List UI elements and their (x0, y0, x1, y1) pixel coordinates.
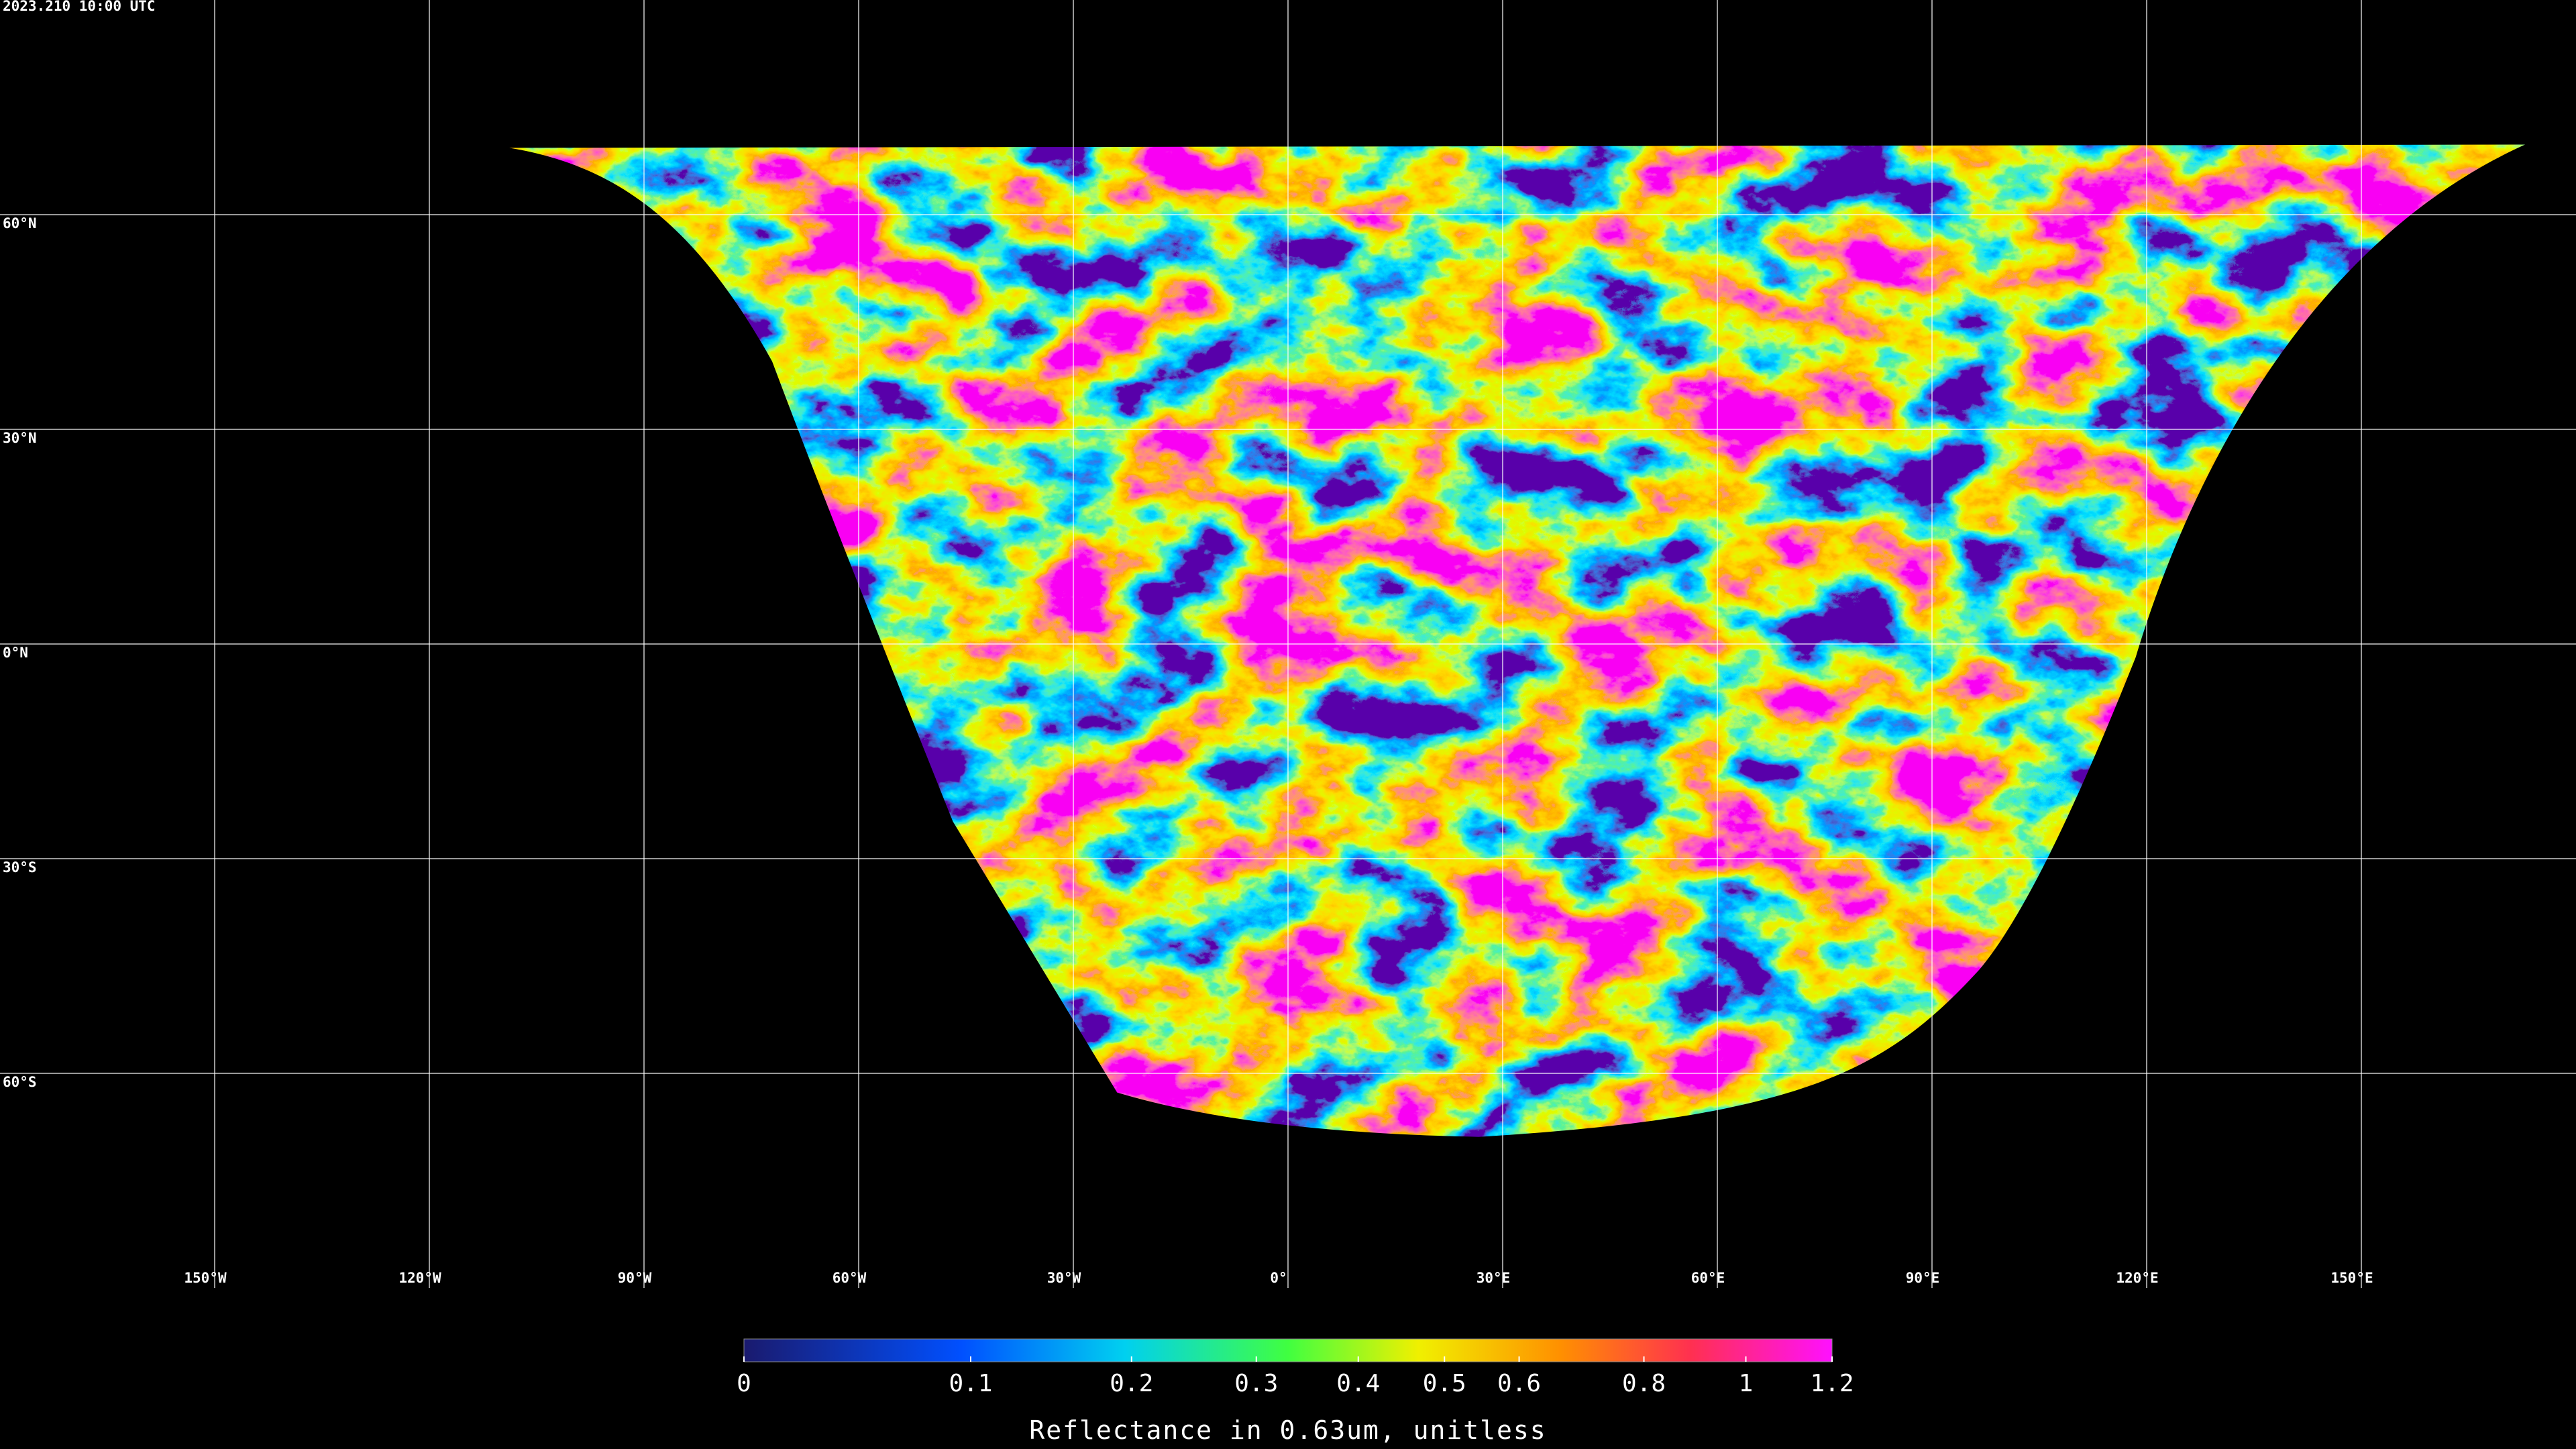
colorbar-tick-label: 1 (1739, 1370, 1754, 1397)
colorbar-tick-label: 0.8 (1622, 1370, 1666, 1397)
graticule: 60°N 30°N 0°N 30°S 60°S 150°W 120°W 90°W 60°W 30°… (0, 0, 2576, 1288)
colorbar-tick-label: 0.5 (1423, 1370, 1466, 1397)
colorbar-tick-label: 0.4 (1336, 1370, 1380, 1397)
timestamp: 2023.210 10:00 UTC (3, 0, 156, 14)
lon-label: 90°E (1906, 1270, 1940, 1286)
lat-label: 30°N (3, 430, 37, 446)
lon-label: 150°E (2330, 1270, 2373, 1286)
lat-label: 30°S (3, 859, 37, 875)
lat-label: 0°N (3, 645, 28, 661)
lat-label: 60°S (3, 1074, 37, 1090)
colorbar-tick-label: 0.2 (1110, 1370, 1153, 1397)
colorbar-label: Reflectance in 0.63um, unitless (1029, 1415, 1546, 1445)
lon-label: 120°W (398, 1270, 441, 1286)
lat-label: 60°N (3, 215, 37, 231)
colorbar-tick-label: 1.2 (1810, 1370, 1854, 1397)
lon-label: 30°W (1047, 1270, 1081, 1286)
colorbar-tick-label: 0.1 (949, 1370, 992, 1397)
lon-label: 150°W (184, 1270, 227, 1286)
colorbar-ticks: 0 0.1 0.2 0.3 0.4 0.5 0.6 0.8 1 1.2 (737, 1356, 1854, 1397)
lon-label: 30°E (1477, 1270, 1511, 1286)
colorbar-tick-label: 0.6 (1497, 1370, 1541, 1397)
colorbar (743, 1338, 1833, 1362)
lon-label: 60°W (833, 1270, 867, 1286)
lon-label: 0° (1270, 1270, 1287, 1286)
lon-label: 90°W (618, 1270, 652, 1286)
colorbar-tick-label: 0 (737, 1370, 751, 1397)
lon-label: 120°E (2116, 1270, 2158, 1286)
colorbar-tick-label: 0.3 (1234, 1370, 1278, 1397)
lon-label: 60°E (1691, 1270, 1725, 1286)
